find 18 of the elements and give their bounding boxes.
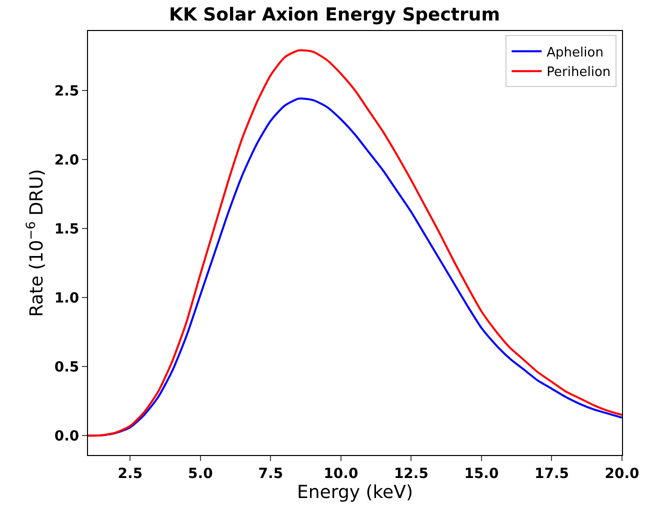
x-tick-label: 5.0 xyxy=(188,466,214,482)
x-tick-label: 10.0 xyxy=(324,466,358,482)
chart-title: KK Solar Axion Energy Spectrum xyxy=(169,4,500,26)
y-tick-label: 2.0 xyxy=(54,152,80,168)
x-tick-label: 12.5 xyxy=(394,466,428,482)
x-tick-label: 2.5 xyxy=(118,466,143,482)
y-tick-label: 1.5 xyxy=(54,221,80,238)
x-tick-label: 15.0 xyxy=(464,466,499,482)
x-tick-label: 17.5 xyxy=(534,466,570,482)
legend-label: Aphelion xyxy=(546,45,604,60)
y-tick-label: 1.0 xyxy=(54,290,80,306)
y-tick-label: 0.5 xyxy=(54,360,80,376)
x-tick-label: 20.0 xyxy=(604,466,640,482)
y-tick-label: 0.0 xyxy=(54,428,80,445)
x-axis-title: Energy (keV) xyxy=(297,482,413,503)
x-tick-label: 7.5 xyxy=(258,466,284,482)
y-tick-label: 2.5 xyxy=(54,83,80,100)
legend-label: Perihelion xyxy=(546,65,611,80)
